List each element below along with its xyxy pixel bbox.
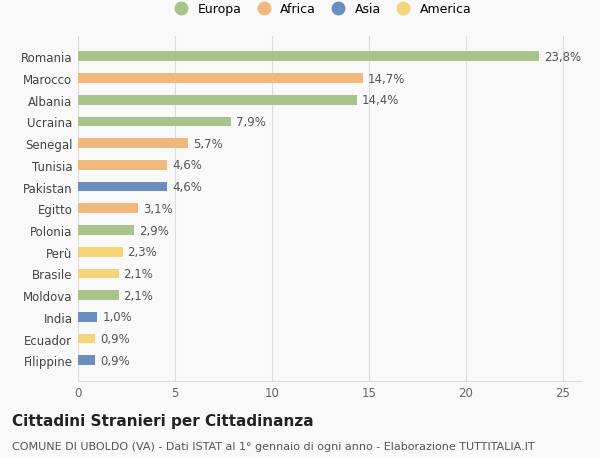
Bar (78, 269, 119, 279)
Bar (78, 226, 134, 235)
Bar (78, 291, 119, 300)
Text: 4,6%: 4,6% (172, 159, 202, 172)
Text: Cittadini Stranieri per Cittadinanza: Cittadini Stranieri per Cittadinanza (12, 413, 314, 428)
Text: 1,0%: 1,0% (102, 311, 132, 324)
Bar (78, 74, 363, 84)
Text: 5,7%: 5,7% (193, 137, 223, 151)
Bar (78, 356, 95, 365)
Legend: Europa, Africa, Asia, America: Europa, Africa, Asia, America (164, 0, 476, 21)
Bar (78, 95, 357, 106)
Bar (78, 204, 138, 214)
Text: 14,4%: 14,4% (362, 94, 400, 107)
Bar (78, 139, 188, 149)
Text: COMUNE DI UBOLDO (VA) - Dati ISTAT al 1° gennaio di ogni anno - Elaborazione TUT: COMUNE DI UBOLDO (VA) - Dati ISTAT al 1°… (12, 441, 535, 451)
Bar (78, 247, 122, 257)
Bar (78, 182, 167, 192)
Text: 23,8%: 23,8% (544, 51, 581, 64)
Text: 2,1%: 2,1% (124, 289, 154, 302)
Text: 7,9%: 7,9% (236, 116, 266, 129)
Text: 3,1%: 3,1% (143, 202, 173, 215)
Text: 0,9%: 0,9% (100, 332, 130, 345)
Text: 14,7%: 14,7% (368, 73, 405, 85)
Text: 2,1%: 2,1% (124, 267, 154, 280)
Text: 4,6%: 4,6% (172, 181, 202, 194)
Bar (78, 161, 167, 170)
Bar (78, 52, 539, 62)
Bar (78, 118, 231, 127)
Text: 0,9%: 0,9% (100, 354, 130, 367)
Text: 2,3%: 2,3% (127, 246, 157, 258)
Text: 2,9%: 2,9% (139, 224, 169, 237)
Bar (78, 312, 97, 322)
Bar (78, 334, 95, 344)
